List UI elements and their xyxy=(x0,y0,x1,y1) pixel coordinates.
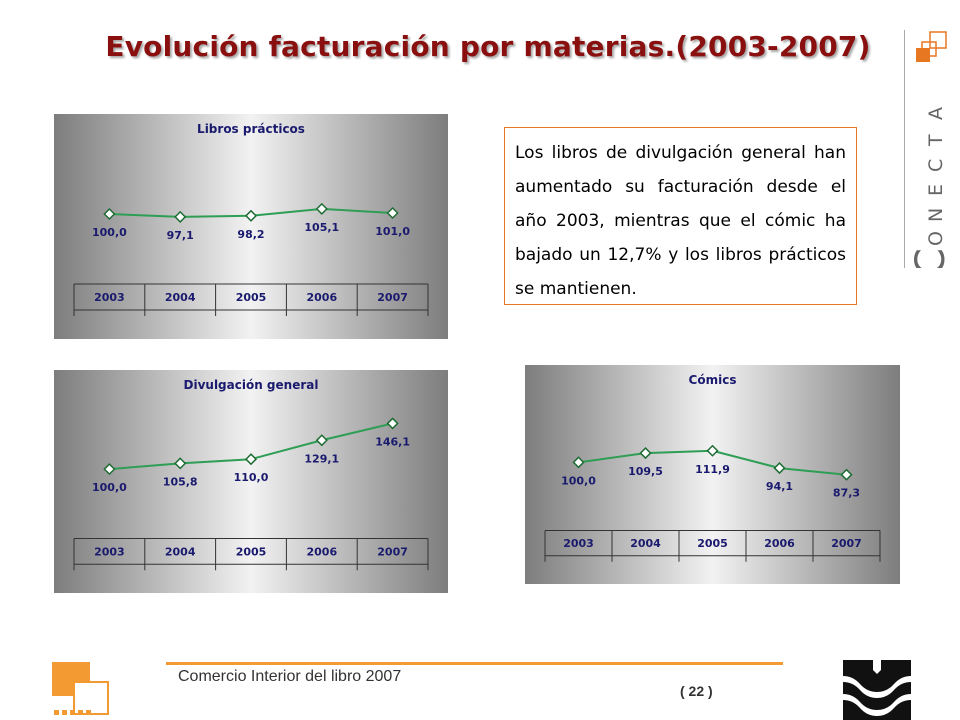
data-point xyxy=(244,209,258,222)
svg-text:T: T xyxy=(925,134,947,147)
data-point xyxy=(174,457,187,470)
publisher-logo xyxy=(843,660,911,720)
footer-squares-logo xyxy=(52,662,109,715)
chart-divulgacion-general-svg: Divulgación general 2003 2004 2005 2006 2007 1… xyxy=(54,370,448,593)
x-tick-label: 2003 xyxy=(563,537,594,550)
x-tick-label: 2004 xyxy=(165,545,196,558)
svg-text:C: C xyxy=(925,159,947,172)
x-tick-label: 2007 xyxy=(377,291,408,304)
data-label: 100,0 xyxy=(92,481,127,494)
chart-background xyxy=(54,370,448,593)
x-tick-label: 2007 xyxy=(377,545,408,558)
page-title: Evolución facturación por materias.(2003… xyxy=(105,30,871,63)
page-number: ( 22 ) xyxy=(680,683,713,699)
footer-rule xyxy=(166,662,783,665)
svg-text:C: C xyxy=(908,248,954,268)
data-label: 105,1 xyxy=(304,221,339,234)
x-tick-label: 2003 xyxy=(94,291,125,304)
data-point xyxy=(174,210,187,223)
data-label: 105,8 xyxy=(163,475,198,488)
data-label: 101,0 xyxy=(375,225,410,238)
data-point xyxy=(103,463,116,476)
svg-text:E: E xyxy=(925,184,947,196)
x-tick-label: 2007 xyxy=(831,537,862,550)
x-tick-label: 2006 xyxy=(306,291,337,304)
chart-title: Cómics xyxy=(689,373,737,387)
data-label: 146,1 xyxy=(375,435,410,448)
data-label: 109,5 xyxy=(628,465,663,478)
x-tick-label: 2003 xyxy=(94,545,125,558)
data-label: 111,9 xyxy=(695,463,730,476)
x-tick-label: 2006 xyxy=(764,537,795,550)
data-label: 94,1 xyxy=(766,480,793,493)
data-label: 129,1 xyxy=(304,452,339,465)
data-point xyxy=(315,202,328,215)
data-point xyxy=(572,456,585,469)
summary-text: Los libros de divulgación general han au… xyxy=(515,143,846,299)
data-point xyxy=(386,417,399,430)
svg-text:O: O xyxy=(925,231,947,246)
data-point xyxy=(773,462,786,475)
chart-title: Divulgación general xyxy=(184,378,319,392)
data-label: 97,1 xyxy=(167,229,194,242)
x-tick-label: 2004 xyxy=(630,537,661,550)
chart-comics: Cómics 2003 2004 2005 2006 2007 100,0 109,5 111,… xyxy=(525,365,900,584)
data-label: 100,0 xyxy=(561,474,596,487)
data-point xyxy=(706,444,719,457)
data-label: 98,2 xyxy=(237,228,264,241)
chart-divulgacion-general: Divulgación general 2003 2004 2005 2006 2007 1… xyxy=(54,370,448,593)
chart-libros-practicos: Libros prácticos 2003 2004 2005 2006 2007 100,… xyxy=(54,114,448,339)
chart-comics-svg: Cómics 2003 2004 2005 2006 2007 100,0 109,5 111,… xyxy=(525,365,900,584)
data-point xyxy=(103,207,116,221)
logo-square-icon xyxy=(916,48,930,62)
x-tick-label: 2005 xyxy=(236,291,267,304)
data-label: 110,0 xyxy=(234,471,269,484)
chart-libros-practicos-svg: Libros prácticos 2003 2004 2005 2006 2007 100,… xyxy=(54,114,448,339)
data-point xyxy=(244,453,258,466)
x-tick-label: 2005 xyxy=(236,545,267,558)
data-point xyxy=(315,434,328,447)
chart-title: Libros prácticos xyxy=(197,122,305,136)
footer-text: Comercio Interior del libro 2007 xyxy=(178,668,402,685)
x-tick-label: 2004 xyxy=(165,291,196,304)
logo-divider xyxy=(904,30,905,268)
summary-textbox: Los libros de divulgación general han au… xyxy=(504,127,857,305)
svg-text:N: N xyxy=(925,208,947,222)
data-label: 87,3 xyxy=(833,487,860,500)
conecta-logo: A T C E N O C xyxy=(908,31,954,268)
data-point xyxy=(639,447,652,460)
chart-background xyxy=(54,114,448,339)
x-tick-label: 2006 xyxy=(306,545,337,558)
data-point xyxy=(386,206,399,220)
data-point xyxy=(840,468,853,481)
data-label: 100,0 xyxy=(92,226,127,239)
x-tick-label: 2005 xyxy=(697,537,728,550)
svg-text:A: A xyxy=(925,107,947,120)
